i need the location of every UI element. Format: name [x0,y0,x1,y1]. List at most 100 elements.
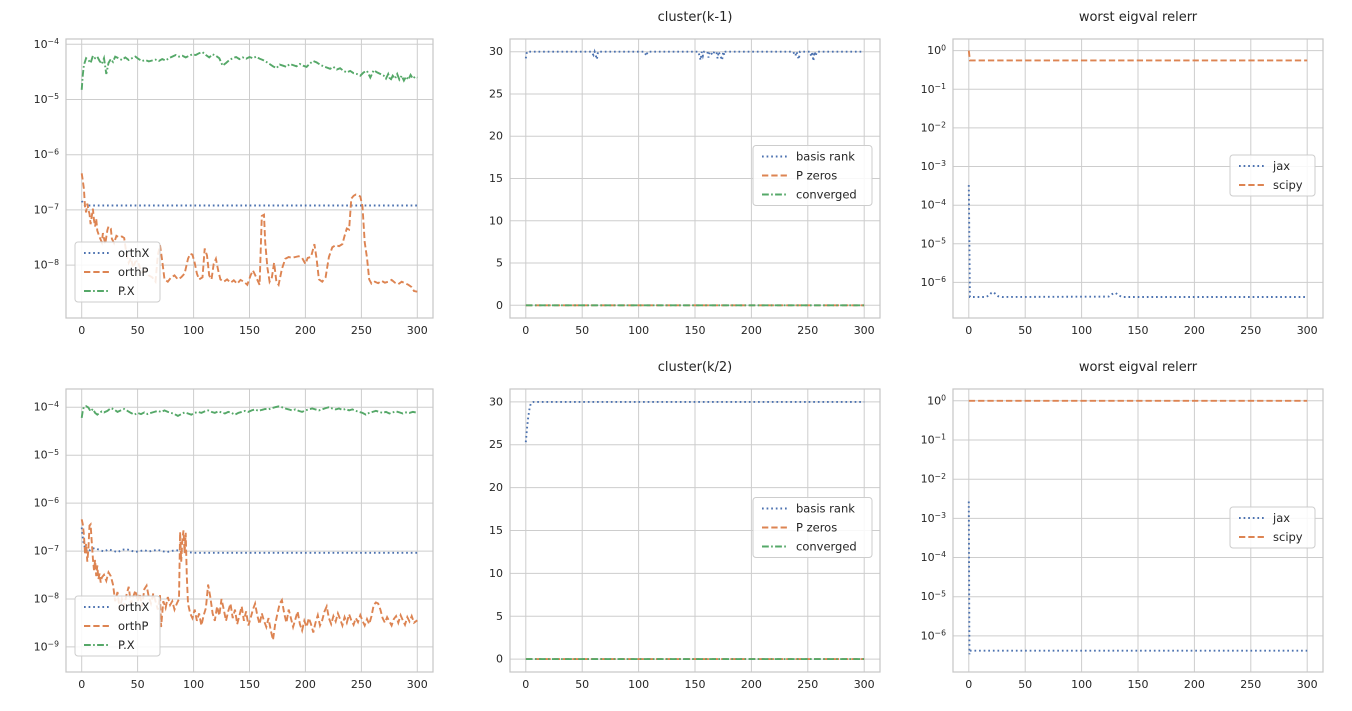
x-tick-label: 200 [1184,324,1205,337]
axes-spines [509,38,881,319]
legend-box [74,595,161,657]
plot-canvas-cluster-k2: 0 50 100 150 200 250 300 0 5 10 15 20 25 30 cluster(k/… [489,360,881,691]
y-tick-label: 10−1 [921,82,946,96]
axes-spines [65,38,434,319]
plot-cluster-k2: 0 50 100 150 200 250 300 0 5 10 15 20 25 30 cluster(k/… [450,355,910,711]
y-tick-label: 10−5 [921,237,946,251]
plot-title: cluster(k/2) [658,360,733,375]
axes-spines [65,388,434,673]
axes-spines [952,38,1324,319]
legend-label: jax [1272,159,1290,173]
y-tick-label: 10−7 [34,544,59,558]
legend-item: orthP [84,619,149,633]
y-tick-label: 0 [496,653,503,666]
legend: basis rank P zeros converged [752,145,873,206]
y-tick-label: 10−6 [921,275,946,289]
legend-label: orthP [118,619,149,633]
y-tick-label: 10−4 [34,37,59,51]
y-tick-label: 10−9 [34,640,59,654]
legend-item: orthP [84,265,149,279]
x-tick-label: 150 [239,678,260,691]
legend-item: converged [762,539,857,553]
y-tick-label: 25 [489,88,503,101]
legend: jax scipy [1229,154,1316,197]
y-tick-label: 5 [496,257,503,270]
plot-worst-eigval-relerr-k1: 0 50 100 150 200 250 300 100 10−1 10−2 10−3 10−4 10−… [910,0,1352,355]
x-tick-label: 50 [575,678,589,691]
y-tick-label: 10−6 [34,496,59,510]
x-tick-label: 300 [407,678,428,691]
legend-label: orthP [118,265,149,279]
legend-box [752,145,873,206]
x-tick-label: 50 [1018,678,1032,691]
x-tick-label: 200 [295,678,316,691]
legend-item: P.X [84,284,135,298]
x-tick-label: 200 [1184,678,1205,691]
legend-label: basis rank [796,501,855,515]
legend-item: jax [1239,511,1290,525]
x-tick-label: 150 [685,678,706,691]
x-tick-label: 50 [131,324,145,337]
y-tick-label: 10−5 [34,92,59,106]
y-tick-label: 20 [489,130,503,143]
x-tick-label: 0 [965,324,972,337]
axes-spines [952,388,1324,673]
y-tick-label: 10−5 [34,448,59,462]
legend-label: jax [1272,511,1290,525]
x-tick-label: 150 [1128,324,1149,337]
series-group [524,48,865,307]
x-tick-label: 250 [351,324,372,337]
y-tick-label: 100 [927,43,946,57]
plot-canvas-orthogonality-errors-k2: 0 50 100 150 200 250 300 10−4 10−5 10−6 10−7 10−8 10… [34,388,434,691]
legend: orthX orthP P.X [74,241,161,303]
series-line-orthx [80,527,418,554]
plot-cluster-k1: 0 50 100 150 200 250 300 0 5 10 15 20 25 30 cluster(k-… [450,0,910,355]
y-tick-label: 0 [496,299,503,312]
legend-box [74,241,161,303]
x-tick-label: 150 [1128,678,1149,691]
y-tick-label: 10−8 [34,258,59,272]
x-tick-label: 50 [131,678,145,691]
x-tick-label: 100 [183,678,204,691]
axes-spines [509,388,881,673]
x-tick-label: 100 [628,324,649,337]
y-tick-label: 100 [927,394,946,408]
y-tick-label: 10−8 [34,592,59,606]
y-tick-label: 15 [489,524,503,537]
plot-title: worst eigval relerr [1079,10,1198,25]
legend-label: scipy [1273,530,1303,544]
legend-label: scipy [1273,178,1303,192]
plot-canvas-cluster-k1: 0 50 100 150 200 250 300 0 5 10 15 20 25 30 cluster(k-… [489,10,881,337]
plot-canvas-worst-eigval-relerr-k1: 0 50 100 150 200 250 300 100 10−1 10−2 10−3 10−4 10−… [921,10,1324,337]
x-tick-label: 150 [239,324,260,337]
y-tick-label: 25 [489,438,503,451]
x-tick-label: 0 [78,678,85,691]
legend-item: P.X [84,638,135,652]
x-tick-label: 250 [797,678,818,691]
y-tick-label: 10−4 [921,550,946,564]
plot-worst-eigval-relerr-k2: 0 50 100 150 200 250 300 100 10−1 10−2 10−3 10−4 10−… [910,355,1352,711]
y-tick-label: 10−3 [921,511,946,525]
x-tick-label: 100 [183,324,204,337]
series-line-scipy [967,50,1308,62]
x-tick-label: 200 [741,324,762,337]
x-tick-label: 50 [575,324,589,337]
series-line-jax [967,185,1308,298]
x-tick-label: 50 [1018,324,1032,337]
x-tick-label: 300 [854,324,875,337]
legend-label: orthX [118,600,150,614]
legend-label: P.X [118,284,135,298]
x-tick-label: 250 [1240,678,1261,691]
plot-title: cluster(k-1) [658,10,733,25]
plot-title: worst eigval relerr [1079,360,1198,375]
legend-box [752,497,873,558]
x-tick-label: 0 [78,324,85,337]
y-tick-label: 15 [489,172,503,185]
y-tick-label: 10−4 [34,400,59,414]
x-tick-label: 250 [351,678,372,691]
y-tick-label: 10−2 [921,472,946,486]
y-tick-label: 10−1 [921,433,946,447]
legend-item: P zeros [762,520,837,534]
legend: orthX orthP P.X [74,595,161,657]
plot-orthogonality-errors-k1: 0 50 100 150 200 250 300 10−4 10−5 10−6 10−7 10−8 or… [0,0,450,355]
